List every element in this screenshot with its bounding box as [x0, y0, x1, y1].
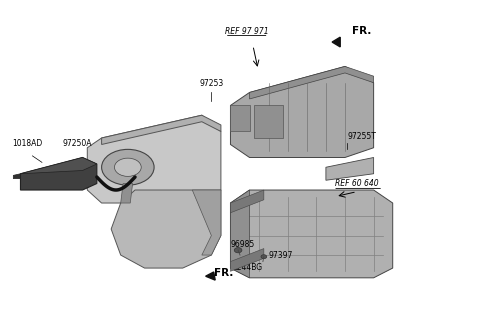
Polygon shape: [87, 115, 221, 203]
Polygon shape: [21, 157, 97, 190]
Text: 97250A: 97250A: [63, 139, 93, 148]
Circle shape: [234, 248, 242, 253]
Circle shape: [102, 149, 154, 185]
Circle shape: [261, 255, 267, 259]
Text: REF 60 640: REF 60 640: [335, 179, 379, 188]
Polygon shape: [250, 67, 373, 99]
Polygon shape: [192, 190, 221, 255]
Polygon shape: [21, 157, 97, 174]
Polygon shape: [205, 272, 215, 280]
Polygon shape: [326, 157, 373, 180]
Polygon shape: [13, 174, 21, 179]
Polygon shape: [254, 106, 283, 138]
Text: REF 97 971: REF 97 971: [225, 27, 269, 35]
Polygon shape: [230, 190, 264, 213]
Circle shape: [115, 158, 141, 176]
Polygon shape: [230, 190, 250, 278]
Polygon shape: [120, 183, 132, 203]
Polygon shape: [230, 190, 393, 278]
Text: 97255T: 97255T: [348, 132, 376, 141]
Text: 96985: 96985: [230, 239, 255, 249]
Polygon shape: [102, 115, 221, 145]
Text: 1018AD: 1018AD: [12, 139, 43, 148]
Text: 97397: 97397: [269, 251, 293, 260]
Text: FR.: FR.: [352, 26, 372, 36]
Text: FR.: FR.: [214, 269, 233, 278]
Text: 97253: 97253: [199, 79, 224, 88]
Polygon shape: [332, 37, 340, 47]
Polygon shape: [111, 190, 221, 268]
Polygon shape: [230, 67, 373, 157]
Text: 1244BG: 1244BG: [232, 263, 262, 272]
Polygon shape: [230, 106, 250, 132]
Polygon shape: [230, 249, 264, 271]
